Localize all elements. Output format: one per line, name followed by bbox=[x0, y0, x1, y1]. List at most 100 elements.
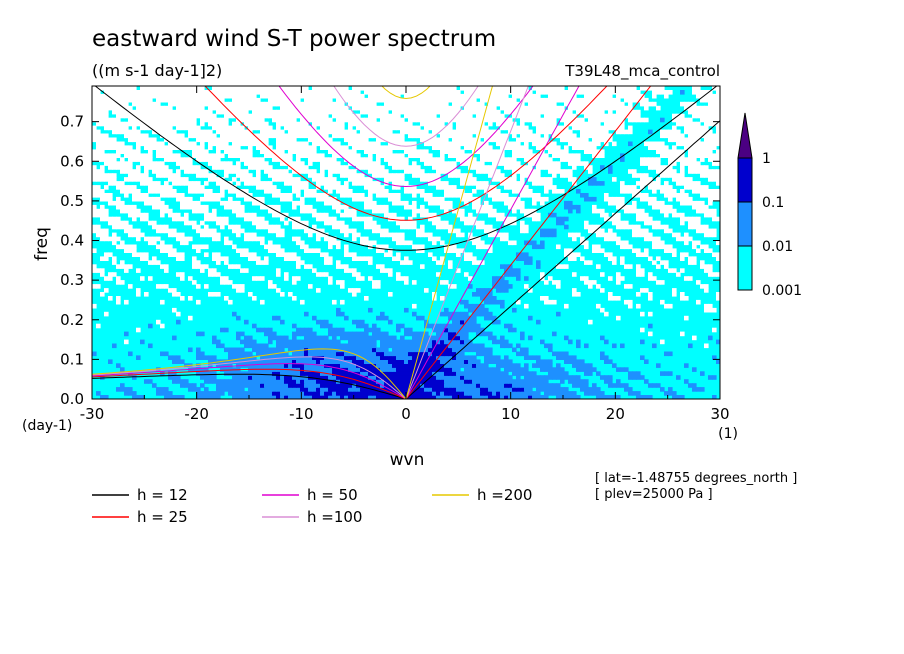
field-cell bbox=[128, 157, 133, 162]
field-cell bbox=[416, 248, 421, 253]
field-cell bbox=[268, 359, 273, 364]
field-cell bbox=[404, 220, 409, 226]
field-cell bbox=[704, 303, 709, 309]
field-cell bbox=[664, 204, 669, 210]
field-cell bbox=[332, 391, 337, 396]
field-cell bbox=[196, 173, 201, 178]
field-cell bbox=[212, 173, 217, 178]
field-cell bbox=[444, 193, 449, 198]
field-cell bbox=[368, 339, 373, 345]
field-cell bbox=[696, 240, 701, 246]
field-cell bbox=[228, 129, 233, 135]
field-cell bbox=[460, 335, 465, 341]
field-cell bbox=[352, 288, 357, 293]
field-cell bbox=[160, 161, 165, 166]
field-cell bbox=[476, 367, 481, 372]
field-cell bbox=[348, 177, 353, 182]
field-cell bbox=[380, 331, 385, 337]
field-cell bbox=[296, 331, 301, 337]
field-cell bbox=[404, 181, 409, 186]
field-cell bbox=[516, 149, 521, 154]
field-cell bbox=[652, 383, 657, 388]
field-cell bbox=[472, 204, 477, 210]
field-cell bbox=[420, 383, 425, 388]
field-cell bbox=[500, 335, 505, 341]
field-cell bbox=[304, 248, 309, 253]
field-cell bbox=[284, 212, 289, 218]
field-cell bbox=[248, 149, 253, 154]
field-cell bbox=[600, 133, 605, 139]
field-cell bbox=[584, 379, 589, 384]
field-cell bbox=[264, 327, 269, 333]
field-cell bbox=[352, 145, 357, 150]
field-cell bbox=[588, 129, 593, 135]
field-cell bbox=[372, 145, 377, 150]
field-cell bbox=[232, 359, 237, 364]
field-cell bbox=[476, 351, 481, 357]
field-cell bbox=[352, 208, 357, 214]
field-cell bbox=[656, 149, 661, 154]
field-cell bbox=[408, 149, 413, 154]
field-cell bbox=[512, 383, 517, 388]
field-cell bbox=[428, 355, 433, 360]
field-cell bbox=[696, 161, 701, 166]
field-cell bbox=[544, 165, 549, 170]
field-cell bbox=[276, 252, 281, 257]
field-cell bbox=[352, 335, 357, 341]
field-cell bbox=[400, 355, 405, 360]
field-cell bbox=[408, 343, 413, 349]
field-cell bbox=[312, 339, 317, 345]
field-cell bbox=[472, 181, 477, 186]
field-cell bbox=[120, 220, 125, 226]
field-cell bbox=[220, 145, 225, 150]
field-cell bbox=[312, 137, 317, 143]
field-cell bbox=[264, 129, 269, 135]
field-cell bbox=[300, 224, 305, 230]
field-cell bbox=[392, 141, 397, 147]
field-cell bbox=[492, 387, 497, 392]
field-cell bbox=[96, 323, 101, 329]
field-cell bbox=[672, 292, 677, 297]
field-cell bbox=[364, 236, 369, 242]
field-cell bbox=[344, 347, 349, 353]
field-cell bbox=[388, 355, 393, 360]
field-cell bbox=[344, 395, 349, 399]
field-cell bbox=[100, 121, 105, 127]
field-cell bbox=[528, 212, 533, 218]
field-cell bbox=[360, 133, 365, 139]
field-cell bbox=[388, 193, 393, 198]
field-cell bbox=[188, 161, 193, 166]
field-cell bbox=[556, 145, 561, 150]
field-cell bbox=[120, 383, 125, 388]
field-cell bbox=[432, 236, 437, 242]
field-cell bbox=[304, 220, 309, 226]
field-cell bbox=[476, 125, 481, 131]
field-cell bbox=[340, 173, 345, 178]
field-cell bbox=[404, 383, 409, 388]
field-cell bbox=[548, 232, 553, 238]
field-cell bbox=[404, 141, 409, 147]
field-cell bbox=[360, 395, 365, 399]
field-cell bbox=[200, 141, 205, 147]
field-cell bbox=[412, 129, 417, 135]
field-cell bbox=[304, 193, 309, 198]
field-cell bbox=[276, 125, 281, 131]
field-cell bbox=[524, 149, 529, 154]
field-cell bbox=[312, 383, 317, 388]
field-cell bbox=[184, 240, 189, 246]
field-cell bbox=[188, 236, 193, 242]
field-cell bbox=[296, 133, 301, 139]
field-cell bbox=[448, 141, 453, 147]
field-cell bbox=[296, 367, 301, 372]
field-cell bbox=[352, 149, 357, 154]
field-cell bbox=[484, 363, 489, 368]
field-cell bbox=[200, 145, 205, 150]
field-cell bbox=[424, 355, 429, 360]
field-cell bbox=[616, 280, 621, 285]
field-cell bbox=[696, 189, 701, 194]
field-cell bbox=[596, 224, 601, 230]
field-cell bbox=[616, 296, 621, 301]
field-cell bbox=[540, 153, 545, 158]
field-cell bbox=[496, 133, 501, 139]
field-cell bbox=[560, 220, 565, 226]
